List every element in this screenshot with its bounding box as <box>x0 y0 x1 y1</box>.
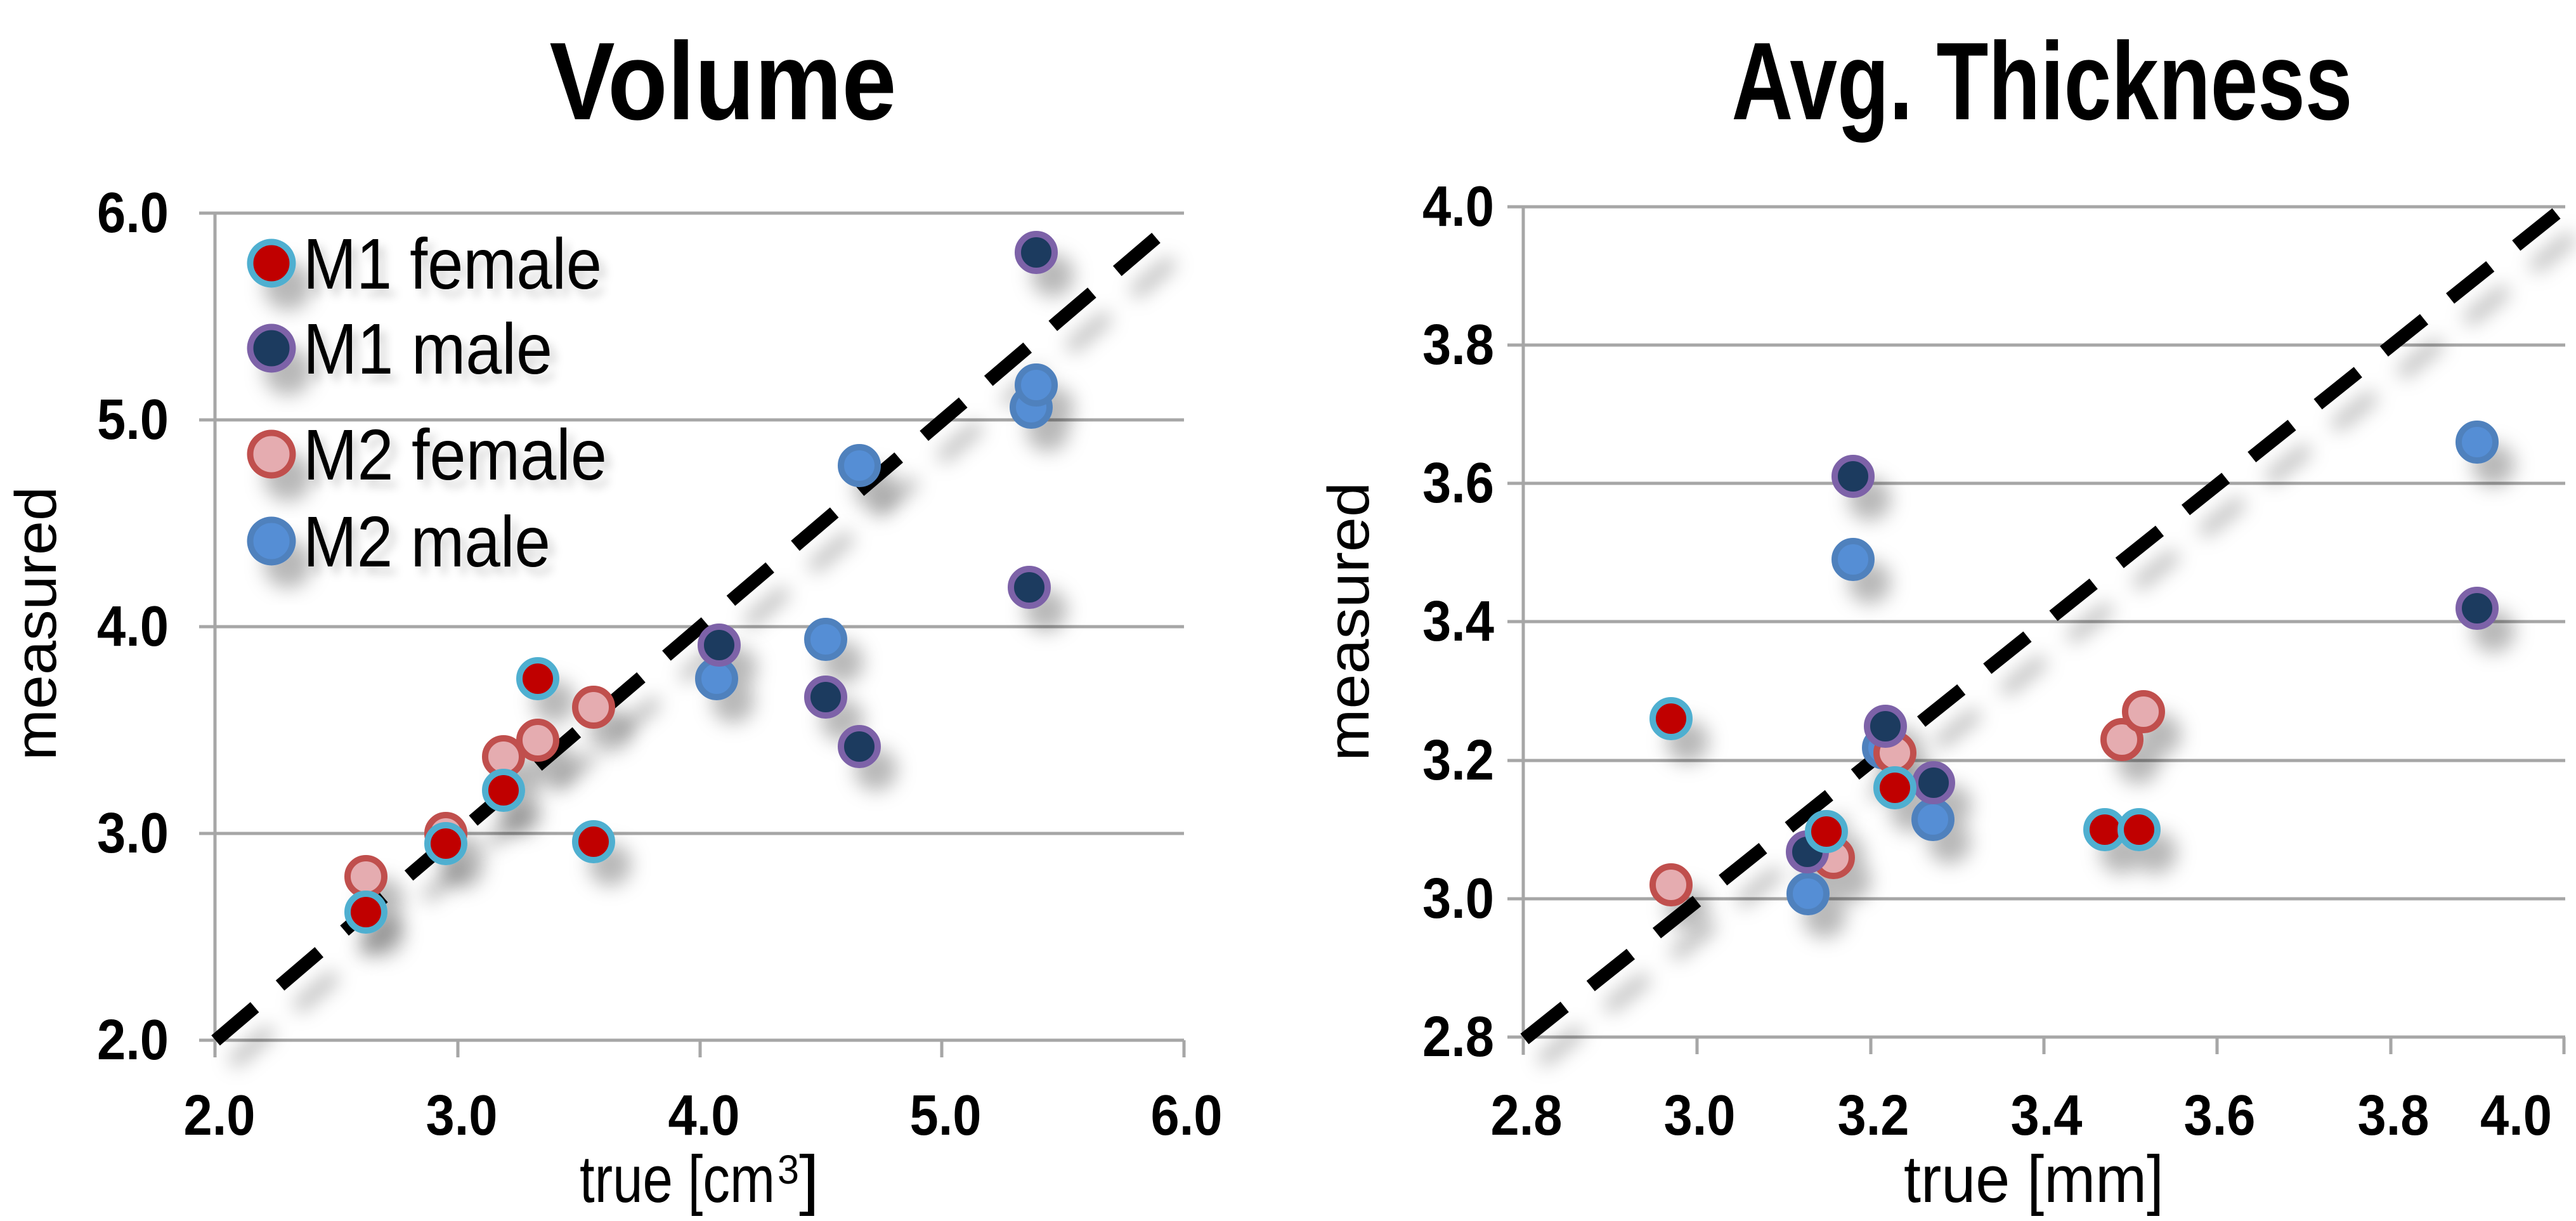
svg-text:M1 female: M1 female <box>303 224 602 304</box>
svg-text:2.0: 2.0 <box>97 1009 169 1072</box>
svg-text:6.0: 6.0 <box>1151 1084 1223 1147</box>
svg-text:M2 female: M2 female <box>303 415 607 495</box>
svg-text:true [cm: true [cm <box>580 1142 775 1217</box>
svg-text:measured: measured <box>4 486 68 761</box>
svg-text:4.0: 4.0 <box>668 1084 740 1147</box>
svg-text:3.0: 3.0 <box>426 1084 498 1147</box>
svg-text:3.6: 3.6 <box>2184 1084 2256 1147</box>
svg-text:M2 male: M2 male <box>303 502 550 582</box>
svg-text:3.8: 3.8 <box>1422 313 1494 377</box>
svg-text:Volume: Volume <box>550 19 897 143</box>
svg-text:3.0: 3.0 <box>1664 1084 1736 1147</box>
svg-text:5.0: 5.0 <box>910 1084 982 1147</box>
svg-text:3.4: 3.4 <box>2011 1084 2083 1147</box>
svg-text:3.2: 3.2 <box>1838 1084 1909 1147</box>
svg-text:]: ] <box>799 1142 819 1217</box>
svg-text:3.4: 3.4 <box>1422 590 1494 653</box>
svg-text:measured: measured <box>1317 482 1381 761</box>
svg-text:4.0: 4.0 <box>97 595 169 658</box>
svg-text:6.0: 6.0 <box>97 181 169 245</box>
svg-text:M1 male: M1 male <box>303 309 552 389</box>
svg-text:3.2: 3.2 <box>1422 729 1494 792</box>
svg-text:5.0: 5.0 <box>97 388 169 452</box>
svg-text:Avg. Thickness: Avg. Thickness <box>1732 19 2353 143</box>
svg-text:3.0: 3.0 <box>97 802 169 865</box>
svg-text:3: 3 <box>777 1147 799 1192</box>
svg-text:2.8: 2.8 <box>1491 1084 1563 1147</box>
svg-text:4.0: 4.0 <box>2480 1084 2552 1147</box>
svg-text:3.0: 3.0 <box>1422 867 1494 930</box>
svg-text:true [mm]: true [mm] <box>1904 1142 2164 1217</box>
svg-text:3.8: 3.8 <box>2358 1084 2430 1147</box>
svg-text:2.8: 2.8 <box>1422 1005 1494 1069</box>
svg-text:3.6: 3.6 <box>1422 452 1494 515</box>
svg-text:4.0: 4.0 <box>1422 175 1494 238</box>
svg-text:2.0: 2.0 <box>184 1084 256 1147</box>
